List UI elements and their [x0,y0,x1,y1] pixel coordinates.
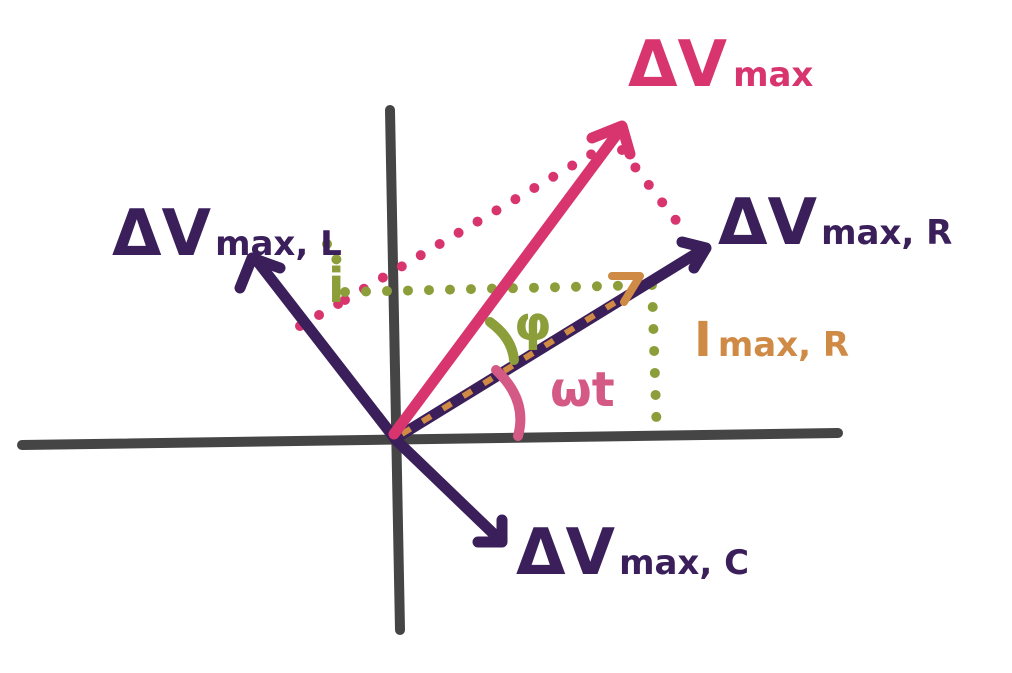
magenta-dotted-lower [295,295,350,331]
magenta-dotted-right [617,145,693,241]
green-dotted-vertical [647,280,662,443]
label-omega-t: ωt [550,362,615,418]
phasor-dv-max-c [390,434,508,548]
phasor-dv-max [388,120,636,440]
magenta-dotted-upper [340,137,617,305]
label-i: i [328,258,344,314]
label-dv-max-l: ΔV max, L [112,197,342,271]
omega-t-angle-arc [491,365,526,441]
x-axis [17,428,843,450]
green-dotted-left [322,239,343,267]
label-dv-max-r: ΔV max, R [718,186,952,260]
label-dv-max-c: ΔV max, C [516,516,749,590]
label-phi: φ [514,296,552,352]
phasor-i-max-r [400,272,644,437]
phasor-dv-max-l [234,252,402,446]
green-dotted-horizontal [340,280,657,297]
y-axis [385,105,405,635]
phi-angle-arc [485,317,519,365]
label-dv-max: ΔV max [628,28,813,102]
